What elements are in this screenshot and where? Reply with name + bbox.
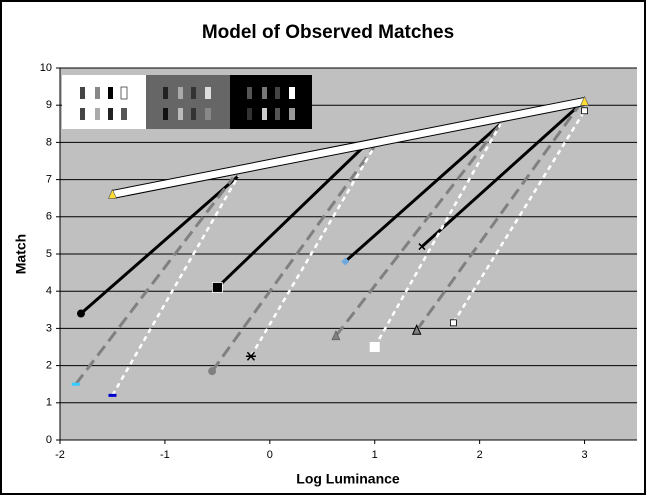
y-tick-label: 7	[46, 174, 52, 186]
data-layer: 0 1 2 3 4 5 6 7 8 9 10 -2 -1 0 1 2 3	[40, 62, 637, 461]
series-line	[210, 145, 376, 373]
y-tick-label: 9	[46, 99, 52, 111]
marker	[580, 95, 590, 106]
series-line	[373, 123, 502, 348]
y-tick-label: 1	[46, 397, 52, 409]
series-line	[79, 174, 240, 315]
y-axis-label: Match	[13, 234, 29, 274]
series-line	[74, 176, 235, 386]
x-tick-label: 2	[477, 449, 483, 461]
x-tick-label: 1	[372, 449, 378, 461]
marker	[71, 382, 80, 386]
marker	[411, 324, 422, 335]
y-tick-label: 10	[40, 62, 52, 74]
stimulus-inset	[62, 75, 312, 129]
marker	[108, 393, 117, 397]
x-axis-label: Log Luminance	[296, 471, 400, 487]
series-line	[415, 104, 581, 332]
marker	[211, 282, 223, 293]
marker	[76, 309, 85, 318]
chart-title: Model of Observed Matches	[202, 22, 454, 43]
marker	[369, 342, 380, 352]
y-tick-label: 5	[46, 248, 52, 260]
y-tick-label: 8	[46, 136, 52, 148]
marker	[107, 188, 117, 199]
series-line	[420, 104, 581, 248]
marker	[341, 257, 350, 266]
x-tick-label: -2	[55, 449, 65, 461]
series-line	[111, 175, 240, 396]
series-line	[111, 98, 586, 198]
marker	[450, 319, 457, 327]
marker	[331, 330, 341, 341]
series-line	[334, 122, 502, 337]
marker	[581, 107, 588, 115]
series-line	[452, 110, 586, 324]
x-tick-label: 0	[267, 449, 273, 461]
series-line	[249, 145, 376, 357]
series-line	[344, 122, 502, 263]
series-line	[216, 145, 366, 289]
x-tick-label: 3	[581, 449, 587, 461]
y-tick-label: 0	[46, 434, 52, 446]
y-tick-label: 4	[46, 285, 52, 297]
y-tick-label: 6	[46, 211, 52, 223]
y-tick-label: 3	[46, 322, 52, 334]
marker	[245, 351, 256, 361]
y-tick-label: 2	[46, 360, 52, 372]
x-tick-label: -1	[160, 449, 170, 461]
marker	[418, 243, 426, 251]
marker	[208, 367, 217, 376]
